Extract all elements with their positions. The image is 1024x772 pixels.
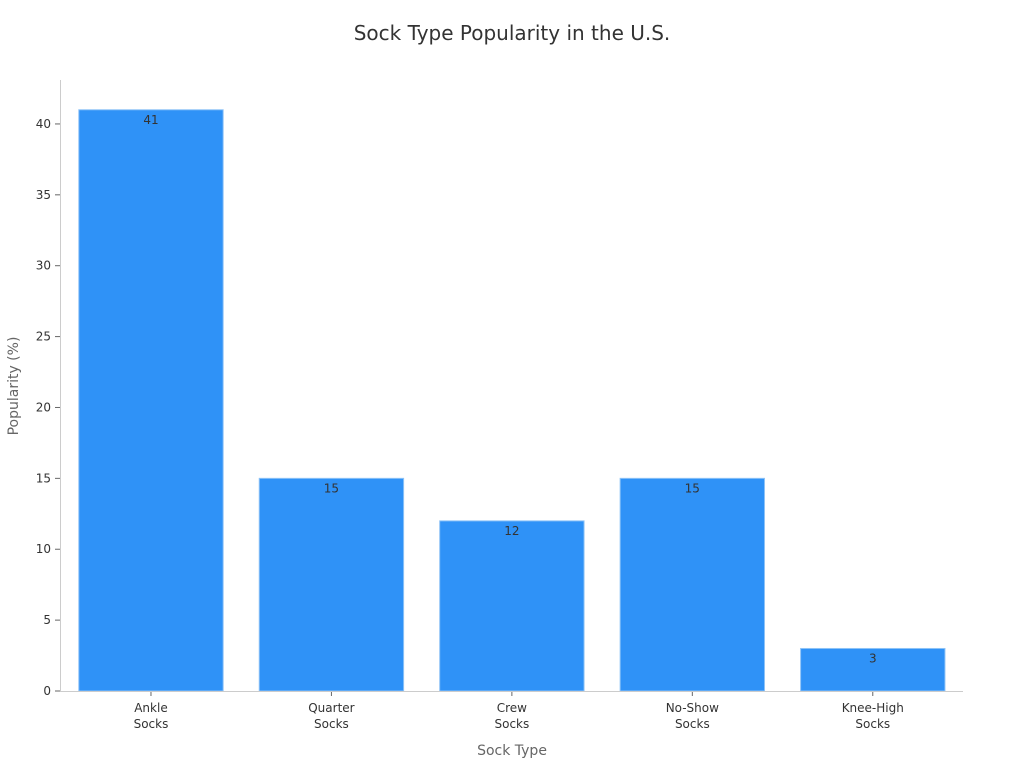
bar [439,520,585,692]
y-tick-label: 10 [36,542,51,556]
y-tick-label: 20 [36,400,51,414]
data-label: 12 [504,524,519,538]
x-tick-label: Socks [314,717,349,731]
y-tick-label: 5 [43,613,51,627]
data-label: 15 [324,481,339,495]
x-tick-label: No-Show [666,701,719,715]
data-label: 41 [143,113,158,127]
x-tick-label: Socks [675,717,710,731]
x-tick-label: Crew [497,701,527,715]
y-tick-label: 15 [36,471,51,485]
data-label: 15 [685,481,700,495]
y-tick-label: 25 [36,330,51,344]
x-tick-label: Quarter [308,701,354,715]
bar [258,477,405,692]
bar [800,647,946,692]
x-tick-label: Knee-High [842,701,904,715]
x-axis-label: Sock Type [477,743,547,759]
x-tick-label: Socks [494,717,529,731]
y-tick-label: 35 [36,188,51,202]
y-tick-label: 40 [36,117,51,131]
y-tick-label: 30 [36,259,51,273]
x-tick-label: Socks [855,717,890,731]
y-tick-label: 0 [43,684,51,698]
chart-title: Sock Type Popularity in the U.S. [354,21,671,45]
data-label: 3 [869,651,877,665]
bar [619,477,766,692]
x-tick-label: Ankle [134,701,167,715]
y-axis-label: Popularity (%) [6,337,22,436]
bar [78,109,224,692]
x-tick-label: Socks [134,717,169,731]
